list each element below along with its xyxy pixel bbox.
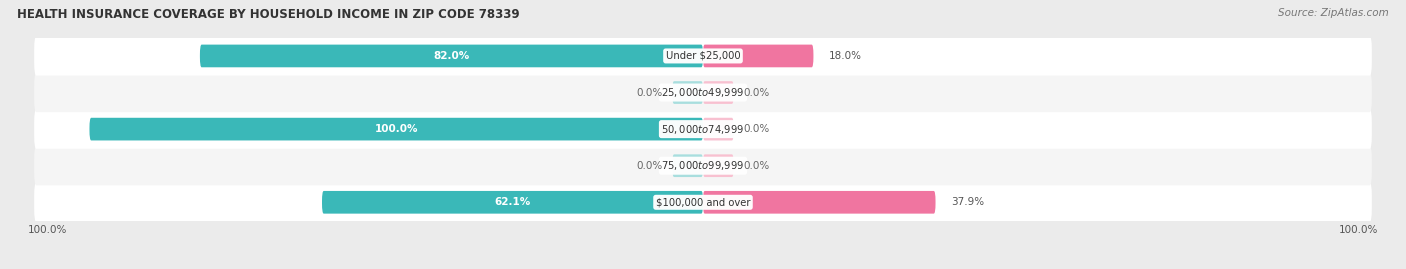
FancyBboxPatch shape [34,109,1372,149]
FancyBboxPatch shape [703,191,935,214]
Text: Under $25,000: Under $25,000 [665,51,741,61]
Text: $50,000 to $74,999: $50,000 to $74,999 [661,123,745,136]
Text: 0.0%: 0.0% [742,87,769,98]
FancyBboxPatch shape [200,45,703,67]
FancyBboxPatch shape [703,118,734,140]
Text: 0.0%: 0.0% [637,87,664,98]
FancyBboxPatch shape [34,73,1372,112]
Text: 62.1%: 62.1% [495,197,530,207]
FancyBboxPatch shape [703,81,734,104]
FancyBboxPatch shape [34,36,1372,76]
FancyBboxPatch shape [34,183,1372,222]
Text: 0.0%: 0.0% [742,161,769,171]
Text: 100.0%: 100.0% [1339,225,1378,235]
Text: $75,000 to $99,999: $75,000 to $99,999 [661,159,745,172]
Text: 18.0%: 18.0% [828,51,862,61]
Text: 0.0%: 0.0% [637,161,664,171]
Text: 100.0%: 100.0% [28,225,67,235]
FancyBboxPatch shape [672,81,703,104]
Text: Source: ZipAtlas.com: Source: ZipAtlas.com [1278,8,1389,18]
Text: 37.9%: 37.9% [950,197,984,207]
FancyBboxPatch shape [34,146,1372,185]
Text: HEALTH INSURANCE COVERAGE BY HOUSEHOLD INCOME IN ZIP CODE 78339: HEALTH INSURANCE COVERAGE BY HOUSEHOLD I… [17,8,519,21]
FancyBboxPatch shape [703,45,814,67]
Text: $25,000 to $49,999: $25,000 to $49,999 [661,86,745,99]
Text: 0.0%: 0.0% [742,124,769,134]
Text: 100.0%: 100.0% [374,124,418,134]
Text: $100,000 and over: $100,000 and over [655,197,751,207]
Text: 82.0%: 82.0% [433,51,470,61]
FancyBboxPatch shape [322,191,703,214]
FancyBboxPatch shape [703,154,734,177]
FancyBboxPatch shape [90,118,703,140]
FancyBboxPatch shape [672,154,703,177]
